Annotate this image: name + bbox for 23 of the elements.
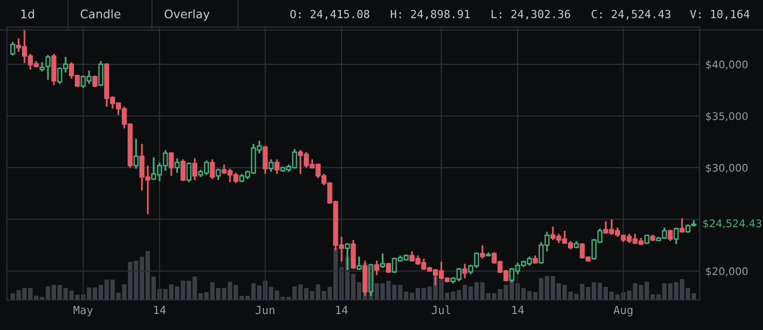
candlestick [268,158,274,173]
annotation: $24,524.43 [703,219,762,229]
text: Candle [80,9,120,18]
text: L: 24,302.36 [492,10,570,20]
candlestick [134,138,139,170]
y-tick-label: $20,000 [706,267,748,277]
text: H: 24,898.91 [390,10,470,20]
x-tick-label: 14 [336,306,348,314]
y-tick-label: $30,000 [706,164,748,174]
x-tick-label: Aug [614,306,632,316]
x-tick-label: 14 [512,306,524,314]
text: Overlay [164,9,210,21]
x-tick-label: 14 [154,306,166,314]
text: V: 10,164 [690,10,750,20]
text: C: 24,524.43 [592,10,670,20]
x-tick-label: May [74,306,93,316]
y-tick-label: $35,000 [706,112,748,122]
y-tick-label: $40,000 [706,60,748,70]
x-tick-label: Jun [256,306,274,314]
x-tick-label: Jul [432,306,450,314]
text: O: 24,415.08 [290,10,370,20]
candlestick [274,158,280,175]
text: 1d [21,9,34,18]
